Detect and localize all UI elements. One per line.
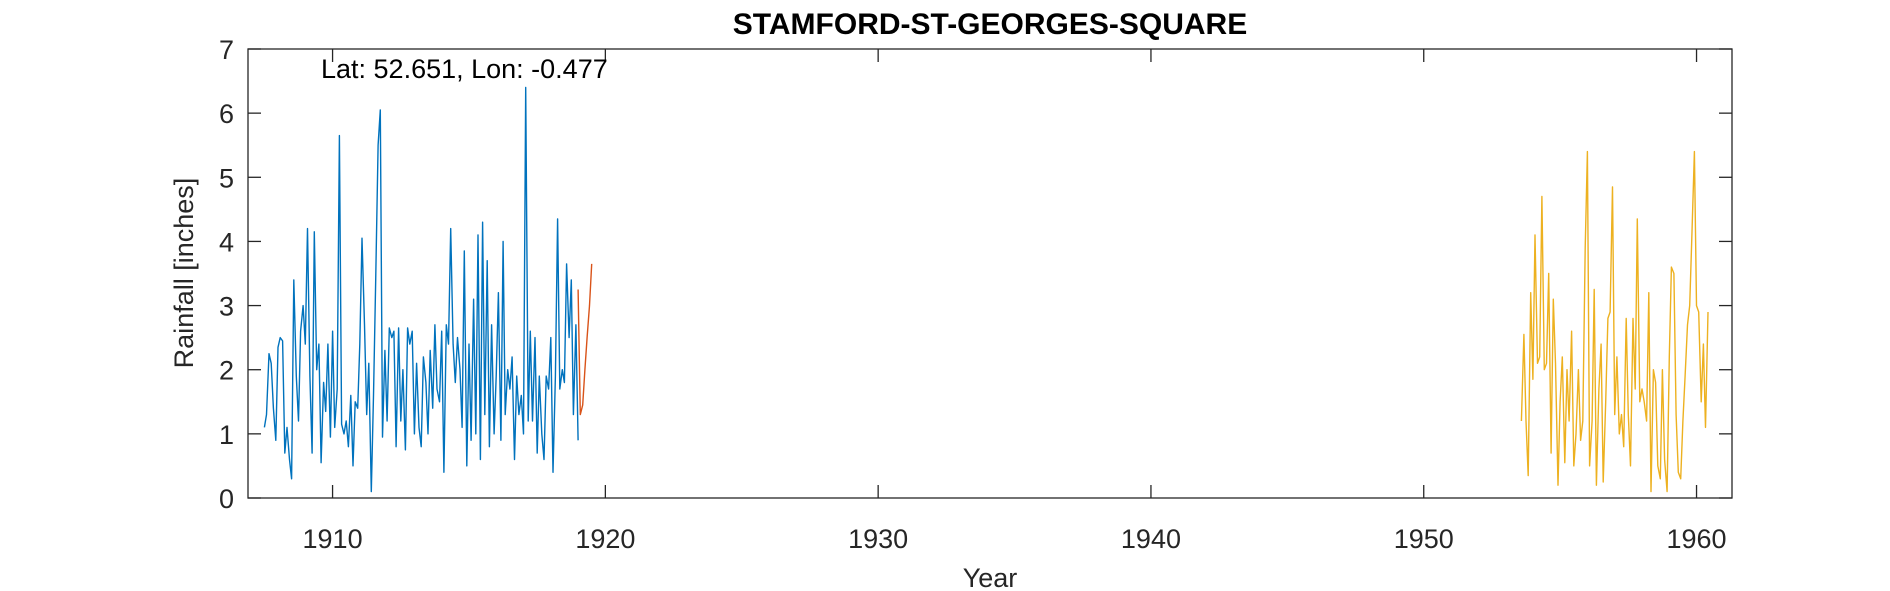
x-tick-label-1950: 1950 (1394, 524, 1454, 554)
y-tick-label-3: 3 (219, 292, 234, 322)
y-axis-label: Rainfall [inches] (169, 178, 199, 369)
ticks-layer: 1910 1920 1930 1940 1950 1960 0 1 2 3 4 5 6 7 (219, 35, 1732, 554)
plot-area: 1910 1920 1930 1940 1950 1960 0 1 2 3 4 5 6 7 (219, 35, 1733, 554)
x-axis-label: Year (963, 563, 1018, 591)
y-tick-label-2: 2 (219, 356, 234, 386)
chart-title: STAMFORD-ST-GEORGES-SQUARE (733, 8, 1247, 41)
x-tick-label-1910: 1910 (303, 524, 363, 554)
series-line-3 (1520, 150, 1709, 493)
location-annotation: Lat: 52.651, Lon: -0.477 (321, 54, 608, 84)
y-tick-label-4: 4 (219, 227, 234, 257)
y-tick-label-5: 5 (219, 163, 234, 193)
series-layer (263, 86, 1709, 493)
series-line-2 (577, 263, 593, 416)
y-tick-label-6: 6 (219, 99, 234, 129)
axes-frame (247, 48, 1733, 499)
x-tick-label-1920: 1920 (575, 524, 635, 554)
series-line-1 (263, 86, 579, 493)
x-tick-label-1940: 1940 (1121, 524, 1181, 554)
y-tick-label-0: 0 (219, 484, 234, 514)
x-tick-label-1960: 1960 (1666, 524, 1726, 554)
x-tick-label-1930: 1930 (848, 524, 908, 554)
y-tick-label-7: 7 (219, 35, 234, 65)
y-tick-label-1: 1 (219, 420, 234, 450)
